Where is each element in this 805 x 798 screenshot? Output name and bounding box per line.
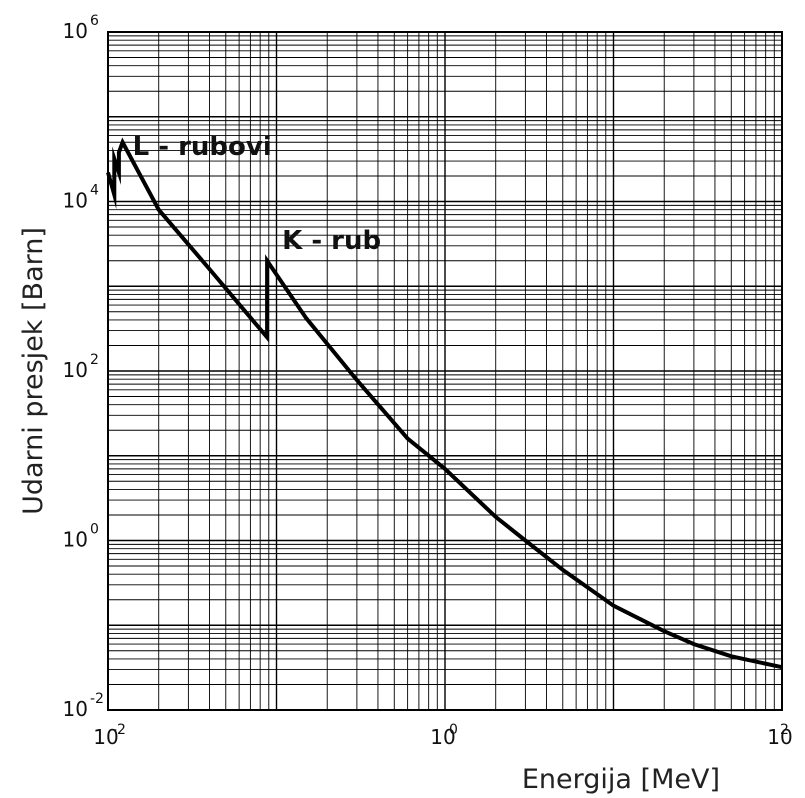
x-axis-label: Energija [MeV] (522, 764, 720, 795)
y-tick-exponent: 4 (90, 183, 99, 199)
y-tick-exponent: 2 (90, 352, 99, 368)
plot-frame (107, 31, 783, 711)
x-tick-exponent: 2 (780, 722, 789, 738)
series-line (106, 137, 783, 670)
y-tick-label: 10 (63, 528, 88, 552)
x-tick-label: 10 (767, 725, 792, 749)
y-tick-label: 10 (63, 189, 88, 213)
y-tick-label: 10 (63, 697, 88, 721)
y-tick-label: 10 (63, 19, 88, 43)
x-tick-labels: 10-2 100 102 (93, 722, 792, 749)
x-tick-label: 10 (93, 725, 118, 749)
y-tick-exponent: -2 (90, 691, 104, 707)
y-tick-label: 10 (63, 358, 88, 382)
y-axis-label: Udarni presjek [Barn] (18, 227, 49, 515)
annotation-label: K - rub (282, 226, 381, 256)
y-tick-exponent: 6 (90, 13, 99, 29)
x-tick-label: 10 (430, 725, 455, 749)
annotation-label: L - rubovi (133, 132, 272, 162)
y-tick-exponent: 0 (90, 522, 99, 538)
annotations: L - rubovi K - rub (133, 132, 382, 256)
x-tick-exponent: -2 (112, 722, 126, 738)
x-tick-exponent: 0 (449, 722, 458, 738)
series (106, 137, 783, 670)
